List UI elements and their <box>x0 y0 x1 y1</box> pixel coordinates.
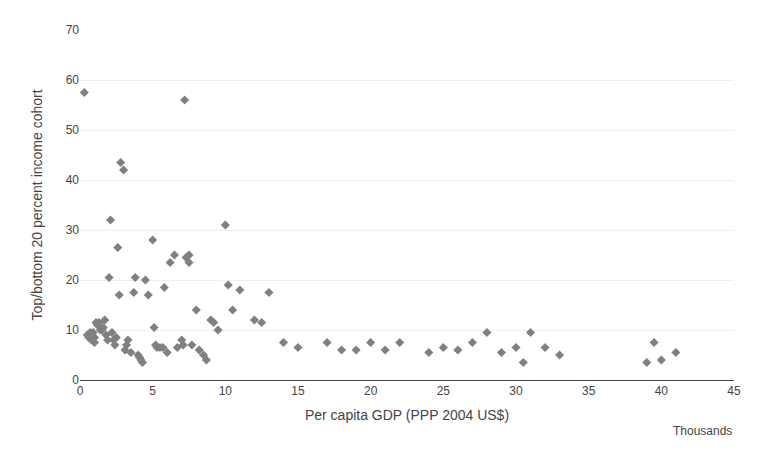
svg-text:40: 40 <box>655 384 669 398</box>
svg-text:20: 20 <box>66 273 80 287</box>
svg-text:10: 10 <box>219 384 233 398</box>
svg-text:15: 15 <box>291 384 305 398</box>
svg-text:70: 70 <box>66 23 80 37</box>
svg-text:35: 35 <box>582 384 596 398</box>
svg-text:Per capita GDP (PPP 2004 US$): Per capita GDP (PPP 2004 US$) <box>305 407 509 423</box>
svg-text:10: 10 <box>66 323 80 337</box>
svg-text:40: 40 <box>66 173 80 187</box>
svg-text:0: 0 <box>77 384 84 398</box>
svg-text:25: 25 <box>437 384 451 398</box>
svg-text:Thousands: Thousands <box>673 424 732 438</box>
svg-text:Top/bottom 20 percent income c: Top/bottom 20 percent income cohort <box>29 89 45 320</box>
svg-text:50: 50 <box>66 123 80 137</box>
svg-text:30: 30 <box>509 384 523 398</box>
svg-text:20: 20 <box>364 384 378 398</box>
svg-text:60: 60 <box>66 73 80 87</box>
svg-text:0: 0 <box>72 373 79 387</box>
svg-text:5: 5 <box>149 384 156 398</box>
svg-text:45: 45 <box>727 384 741 398</box>
svg-text:30: 30 <box>66 223 80 237</box>
